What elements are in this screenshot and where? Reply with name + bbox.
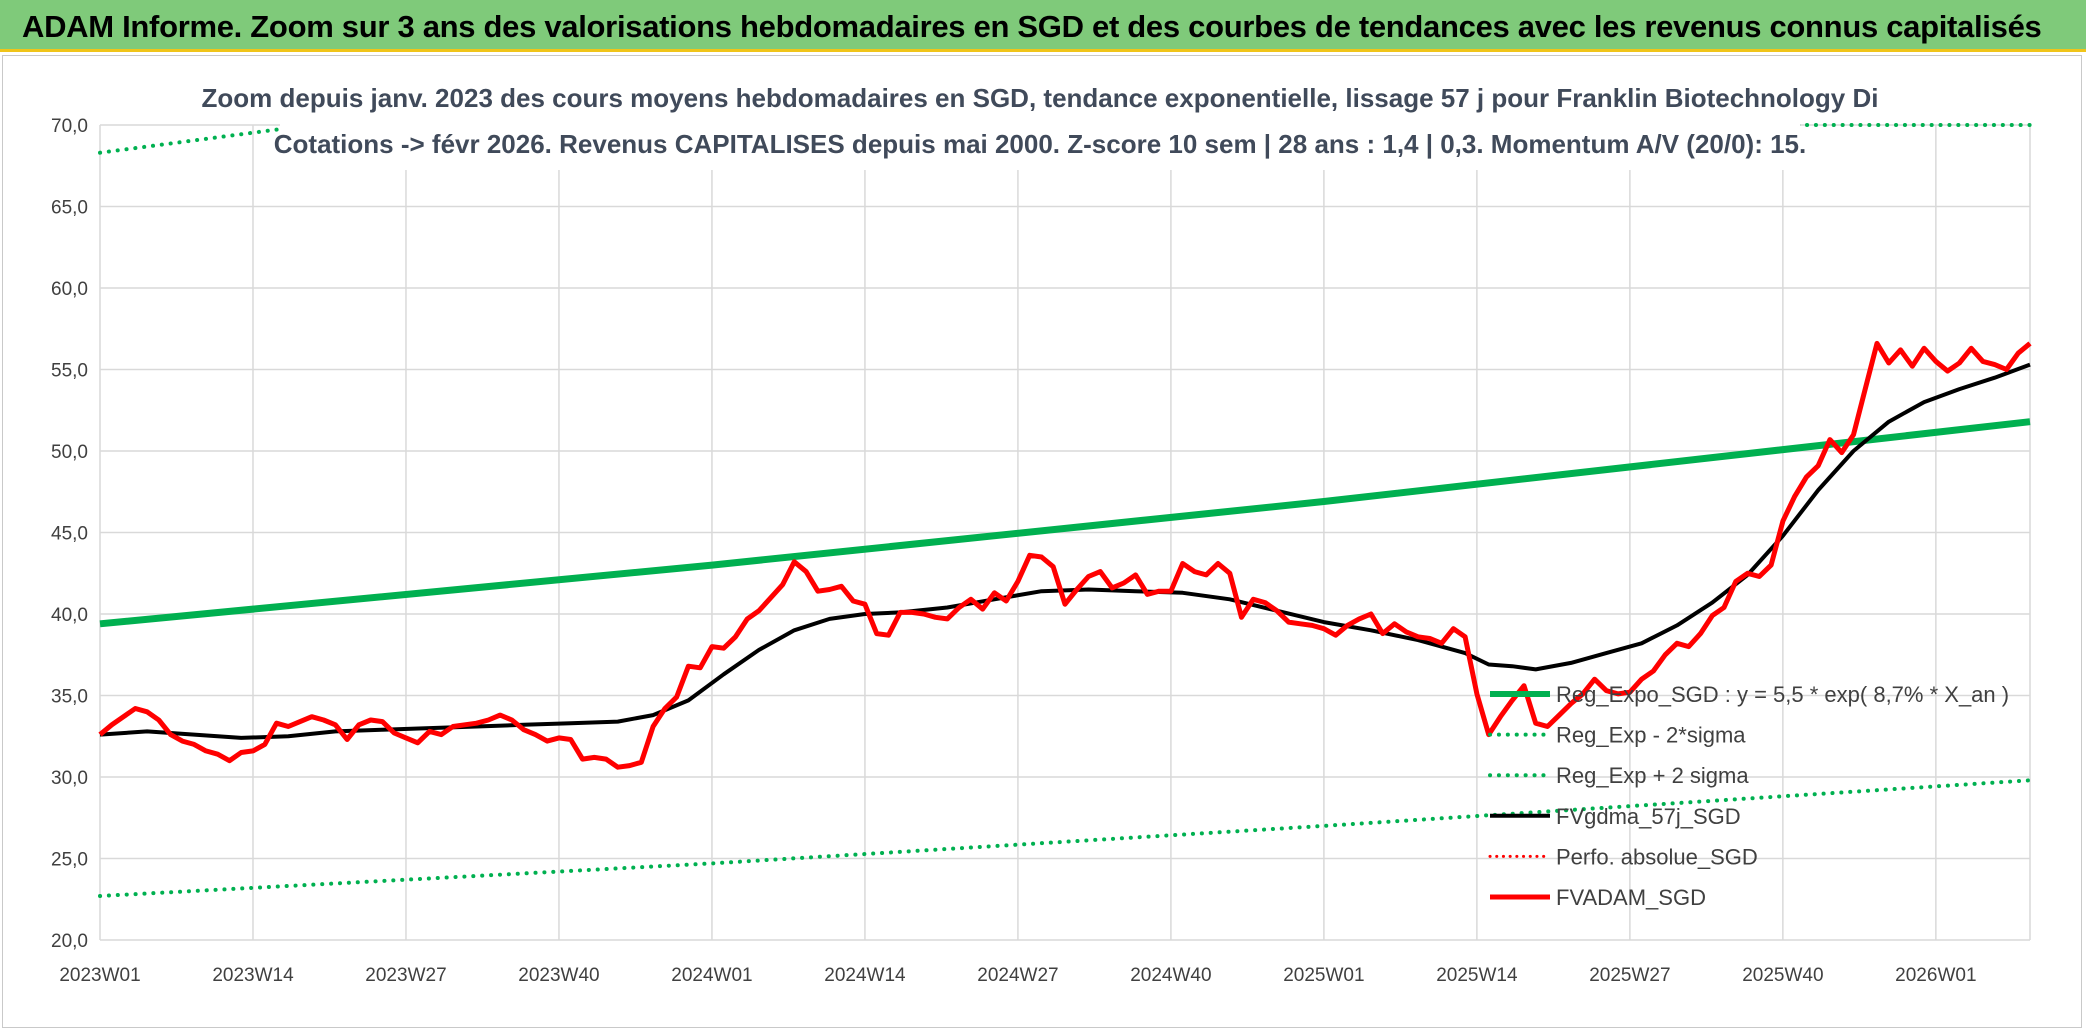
y-tick-label: 20,0 bbox=[51, 931, 88, 952]
y-tick-label: 50,0 bbox=[51, 442, 88, 463]
y-tick-label: 40,0 bbox=[51, 605, 88, 626]
x-tick-label: 2024W27 bbox=[977, 965, 1058, 986]
chart-title: Zoom depuis janv. 2023 des cours moyens … bbox=[202, 82, 1879, 170]
page-title: ADAM Informe. Zoom sur 3 ans des valoris… bbox=[22, 9, 2042, 44]
x-tick-label: 2025W40 bbox=[1742, 965, 1823, 986]
series-line-reg-expo-sgd-y-5-5-exp-8-7-x-an bbox=[99, 418, 2031, 628]
y-tick-label: 60,0 bbox=[51, 279, 88, 300]
x-tick-label: 2025W27 bbox=[1589, 965, 1670, 986]
y-tick-label: 30,0 bbox=[51, 768, 88, 789]
y-tick-label: 55,0 bbox=[51, 361, 88, 382]
x-tick-label: 2023W01 bbox=[59, 965, 140, 986]
legend-label-fvgdma-57j-sgd: FVgdma_57j_SGD bbox=[1556, 804, 1741, 829]
y-tick-label: 65,0 bbox=[51, 198, 88, 219]
y-tick-label: 70,0 bbox=[51, 116, 88, 137]
legend-label-fvadam-sgd: FVADAM_SGD bbox=[1556, 885, 1706, 910]
header-bar: ADAM Informe. Zoom sur 3 ans des valoris… bbox=[0, 0, 2086, 52]
x-tick-label: 2025W14 bbox=[1436, 965, 1518, 986]
legend-label-reg-exp-2-sigma: Reg_Exp - 2*sigma bbox=[1556, 723, 1746, 748]
legend-label-reg-exp-2-sigma: Reg_Exp + 2 sigma bbox=[1556, 763, 1749, 788]
x-tick-label: 2023W27 bbox=[365, 965, 446, 986]
x-tick-label: 2023W14 bbox=[212, 965, 294, 986]
series-lines bbox=[98, 123, 2032, 898]
grid-lines bbox=[99, 124, 2031, 941]
x-tick-label: 2023W40 bbox=[518, 965, 599, 986]
y-axis-ticks: 20,0 25,0 30,0 35,0 40,0 45,0 50,0 55,0 60,0 65,0… bbox=[51, 116, 88, 952]
x-tick-label: 2024W01 bbox=[671, 965, 752, 986]
x-tick-label: 2025W01 bbox=[1283, 965, 1364, 986]
legend-label-perfo-absolue-sgd: Perfo. absolue_SGD bbox=[1556, 844, 1758, 869]
x-tick-label: 2024W40 bbox=[1130, 965, 1211, 986]
series-line-fvadam-sgd bbox=[98, 340, 2032, 770]
chart-title-line-2: Cotations -> févr 2026. Revenus CAPITALI… bbox=[274, 129, 1807, 159]
y-tick-label: 25,0 bbox=[51, 850, 88, 871]
chart-border bbox=[2, 55, 2082, 1028]
chart-title-line-1: Zoom depuis janv. 2023 des cours moyens … bbox=[202, 83, 1879, 113]
y-tick-label: 35,0 bbox=[51, 687, 88, 708]
x-axis-ticks: 2023W01 2023W14 2023W27 2023W40 2024W01 2024W… bbox=[59, 965, 1976, 986]
x-tick-label: 2024W14 bbox=[824, 965, 906, 986]
legend: Reg_Expo_SGD : y = 5,5 * exp( 8,7% * X_a… bbox=[1488, 682, 2009, 910]
x-tick-label: 2026W01 bbox=[1895, 965, 1976, 986]
legend-label-reg-expo-sgd-y-5-5-exp-8-7-x-an: Reg_Expo_SGD : y = 5,5 * exp( 8,7% * X_a… bbox=[1556, 682, 2009, 707]
y-tick-label: 45,0 bbox=[51, 524, 88, 545]
chart-title-background bbox=[280, 82, 1800, 170]
